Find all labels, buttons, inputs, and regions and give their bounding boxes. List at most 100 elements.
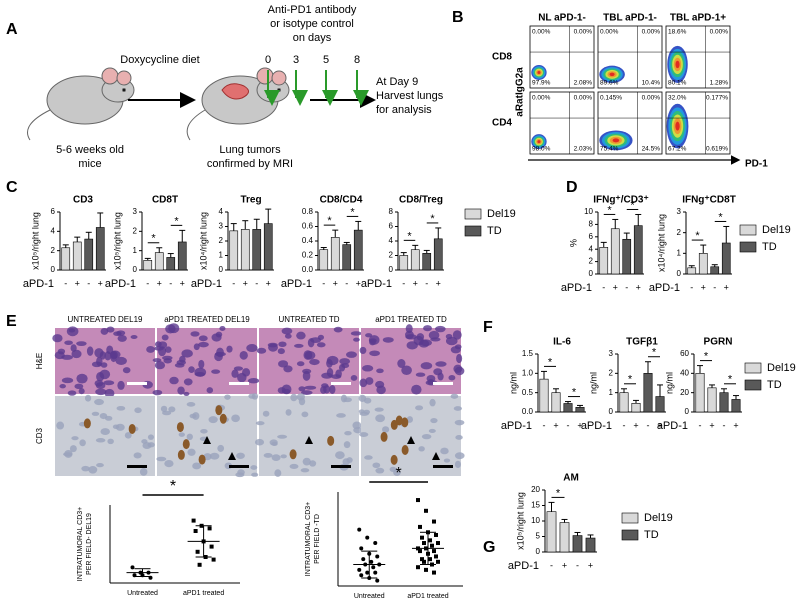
y-tick-label: 6 [51,207,56,216]
nucleus [177,386,185,395]
x-tick-label: - [169,278,172,288]
legend-label: TD [767,379,782,391]
nucleus [456,353,463,364]
nucleus [194,372,206,377]
scale-bar [433,465,453,468]
nucleus [359,411,369,416]
data-point [130,565,135,570]
quadrant-percent: 0.00% [642,29,661,36]
cd3-cell [390,454,398,465]
nucleus [239,350,248,360]
data-point [428,557,432,562]
x-tick-label: - [623,420,626,430]
cd3-cell [215,405,223,416]
data-point [207,526,212,531]
nucleus [104,415,113,421]
x-tick-label: aPD1 treated [407,593,448,600]
chart-title: CD8/Treg [399,195,443,206]
axis-label: aRatIgG2a [515,67,526,117]
data-point [434,554,438,559]
nucleus [100,428,110,435]
nucleus [278,341,287,348]
scale-bar [433,382,453,385]
x-tick-label: + [657,420,662,430]
bar [551,392,561,413]
x-tick-label: - [713,282,716,292]
y-axis-label: x10⁴/right lung [198,212,208,270]
arrowhead [228,452,236,460]
bar [240,229,250,271]
significance-label: * [630,199,635,211]
column-header: aPD1 TREATED DEL19 [164,315,250,324]
bar [330,237,340,271]
nucleus [443,458,451,463]
x-tick-label: + [633,420,638,430]
nucleus [187,448,196,456]
column-header: UNTREATED DEL19 [68,315,144,324]
day-label: 3 [293,54,299,66]
quadrant-percent: 0.00% [600,29,619,36]
nucleus [133,452,142,459]
quadrant-percent: 10.4% [642,80,661,87]
arrowhead [432,452,440,460]
nucleus [251,393,259,400]
bar [721,242,731,275]
y-tick-label: 15 [531,501,540,510]
arrowhead [203,436,211,444]
nucleus [68,328,76,333]
nucleus [331,374,342,380]
nucleus [353,427,364,434]
nucleus [440,447,449,455]
x-tick-label: - [64,278,67,288]
nucleus [64,449,73,458]
nucleus [316,342,326,348]
nucleus [271,441,278,446]
cd3-cell [177,449,185,460]
y-tick-label: 2 [589,257,594,266]
panel-label: E [6,313,17,330]
nucleus [67,390,77,396]
bar [84,238,94,271]
nucleus [186,402,196,407]
data-point [357,527,362,532]
panel-label: A [6,21,18,38]
arrowhead [407,436,415,444]
significance-label: * [652,347,657,359]
nucleus [91,411,100,416]
nucleus [277,348,285,355]
nucleus [61,377,74,384]
bar [610,228,620,275]
x-tick-label: - [425,278,428,288]
nucleus [116,405,126,411]
nucleus [382,426,390,433]
nucleus [86,346,94,356]
nucleus [309,460,317,467]
nucleus [56,421,65,430]
y-axis-label: INTRATUMORAL CD3+ [305,502,312,576]
nucleus [423,325,432,332]
nucleus [256,347,267,354]
nucleus [300,468,310,473]
y-tick-label: 5 [536,532,541,541]
nucleus [124,432,132,439]
cd3-cell [198,454,206,465]
x-tick-label: - [550,560,553,570]
nucleus [236,452,245,459]
chart-title: IL-6 [553,337,571,348]
density-contour [675,121,680,131]
nucleus [401,365,412,375]
arrowhead [305,436,313,444]
bar [585,537,596,553]
density-contour [609,72,615,77]
data-point [424,567,428,572]
nucleus [353,337,360,342]
nucleus [375,467,385,474]
nucleus [160,405,168,413]
bar [687,267,697,275]
chart-title: CD8/CD4 [320,195,363,206]
bar [719,392,729,413]
quadrant-percent: 0.00% [532,95,551,102]
nucleus [428,330,440,340]
significance-label: * [170,478,176,495]
nucleus [338,363,346,372]
